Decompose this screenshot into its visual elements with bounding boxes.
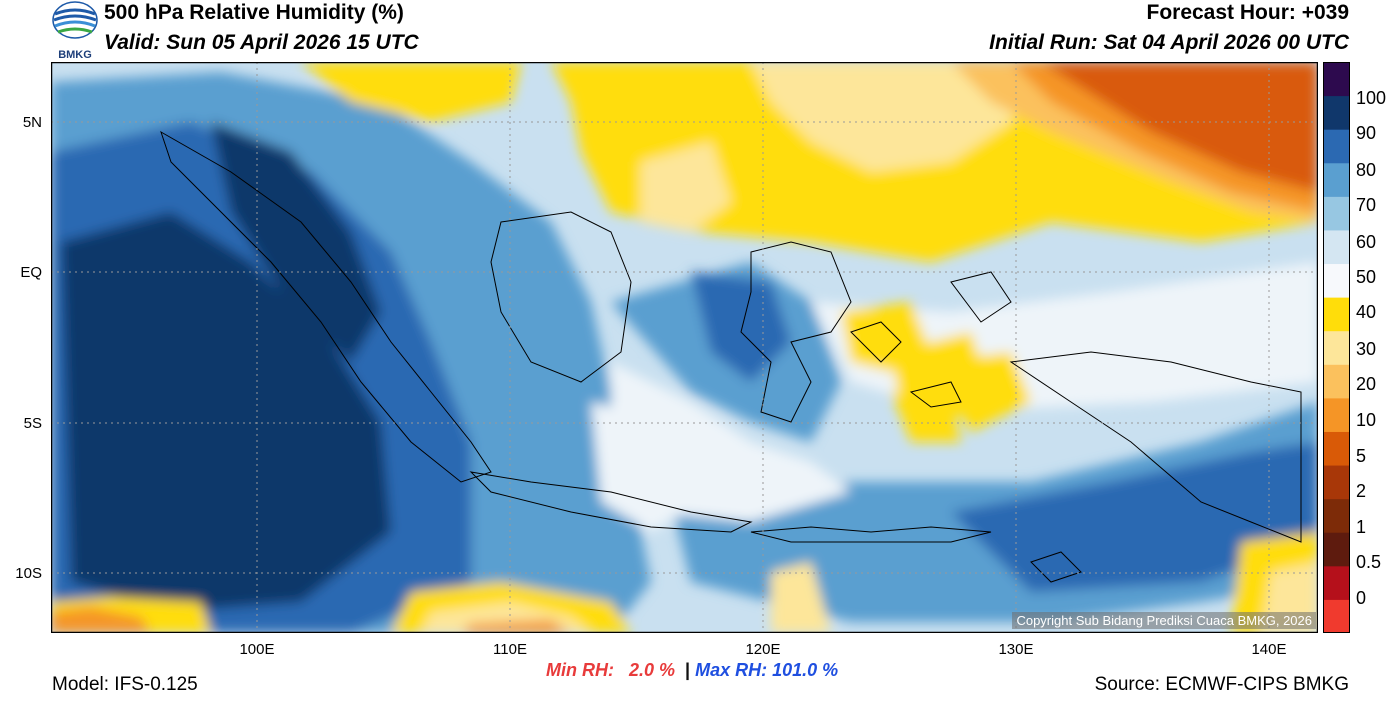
lat-label-10s: 10S: [15, 565, 42, 582]
colorbar-label-0-5: 0.5: [1356, 552, 1382, 572]
colorbar-label-100: 100: [1356, 88, 1387, 108]
min-rh-label: Min RH:: [546, 660, 614, 680]
colorbar-label-90: 90: [1356, 123, 1377, 143]
lon-label-130e: 130E: [998, 641, 1034, 658]
graticule: [51, 62, 1318, 633]
max-rh-value: 101.0 %: [772, 660, 839, 680]
colorbar-segment: [1323, 364, 1350, 399]
colorbar-segment: [1323, 431, 1350, 466]
colorbar: [1323, 62, 1350, 634]
initial-run: Initial Run: Sat 04 April 2026 00 UTC: [989, 31, 1349, 54]
colorbar-frame: [1323, 62, 1350, 633]
colorbar-segment: [1323, 162, 1350, 197]
rh-stats: Min RH: 2.0 % | Max RH: 101.0 %: [546, 660, 838, 681]
colorbar-segment: [1323, 397, 1350, 432]
copyright-label: Copyright Sub Bidang Prediksi Cuaca BMKG…: [1012, 612, 1316, 629]
valid-time: Valid: Sun 05 April 2026 15 UTC: [104, 31, 419, 54]
colorbar-segment: [1323, 330, 1350, 365]
colorbar-label-5: 5: [1356, 446, 1367, 466]
colorbar-segment: [1323, 498, 1350, 533]
colorbar-label-50: 50: [1356, 267, 1377, 287]
lon-label-110e: 110E: [493, 641, 527, 658]
lat-label-5n: 5N: [22, 114, 42, 131]
colorbar-label-1: 1: [1356, 517, 1367, 537]
colorbar-label-20: 20: [1356, 374, 1377, 394]
lat-label-eq: EQ: [20, 264, 42, 281]
colorbar-label-30: 30: [1356, 339, 1377, 359]
humidity-map: [50, 61, 1319, 634]
lat-label-5s: 5S: [23, 415, 42, 432]
colorbar-segment: [1323, 565, 1350, 600]
colorbar-label-80: 80: [1356, 160, 1377, 180]
lon-label-140e: 140E: [1251, 641, 1287, 658]
colorbar-segment: [1323, 532, 1350, 567]
bmkg-logo: BMKG: [50, 0, 100, 62]
colorbar-segment: [1323, 95, 1350, 130]
colorbar-segment: [1323, 465, 1350, 500]
source-label: Source: ECMWF-CIPS BMKG: [1094, 674, 1349, 695]
colorbar-segment: [1323, 297, 1350, 332]
colorbar-segment: [1323, 229, 1350, 265]
map-frame: [50, 61, 1319, 634]
model-label: Model: IFS-0.125: [52, 674, 198, 695]
coastlines: [160, 130, 1302, 583]
colorbar-label-60: 60: [1356, 232, 1377, 252]
colorbar-label-0: 0: [1356, 588, 1367, 608]
lon-label-120e: 120E: [745, 641, 781, 658]
colorbar-segment: [1323, 62, 1350, 97]
colorbar-label-2: 2: [1356, 481, 1367, 501]
lon-label-100e: 100E: [239, 641, 275, 658]
colorbar-segment: [1323, 263, 1350, 298]
colorbar-segment: [1323, 129, 1350, 164]
colorbar-label-70: 70: [1356, 195, 1377, 215]
logo-text: BMKG: [58, 49, 92, 61]
max-rh-label: Max RH:: [695, 660, 768, 680]
stats-separator: |: [685, 660, 691, 680]
colorbar-label-10: 10: [1356, 410, 1377, 430]
colorbar-label-40: 40: [1356, 302, 1377, 322]
colorbar-segment: [1323, 196, 1350, 231]
colorbar-segment: [1323, 599, 1350, 634]
chart-title: 500 hPa Relative Humidity (%): [104, 1, 404, 24]
min-rh-value: 2.0 %: [629, 660, 676, 680]
forecast-hour: Forecast Hour: +039: [1146, 1, 1350, 24]
humidity-field: [51, 62, 1318, 633]
